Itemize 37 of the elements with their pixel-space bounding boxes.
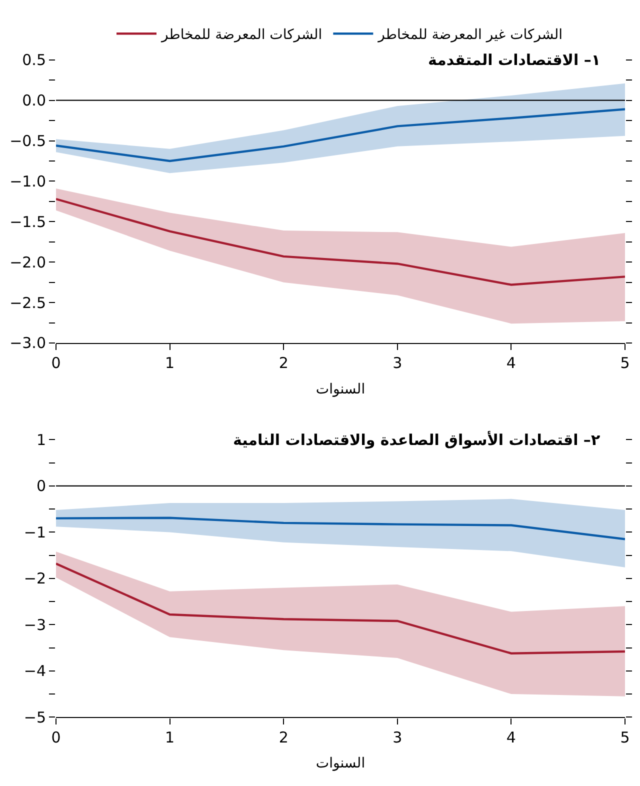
x-tick-label: 0 bbox=[51, 728, 61, 746]
x-tick-label: 3 bbox=[392, 354, 402, 372]
chart-title: ٢– اقتصادات الأسواق الصاعدة والاقتصادات النامية bbox=[233, 430, 600, 449]
x-tick-label: 1 bbox=[165, 354, 175, 372]
legend-label: الشركات غير المعرضة للمخاطر bbox=[377, 27, 563, 44]
y-tick-label: −4 bbox=[24, 662, 46, 680]
y-tick-label: −3.0 bbox=[10, 334, 46, 352]
x-tick-label: 1 bbox=[165, 728, 175, 746]
x-tick-label: 2 bbox=[278, 728, 288, 746]
y-tick-label: 0.0 bbox=[22, 92, 46, 110]
x-tick-label: 5 bbox=[620, 728, 630, 746]
line-series bbox=[56, 198, 625, 286]
x-tick-label: 4 bbox=[506, 728, 516, 746]
line-series bbox=[56, 562, 625, 654]
y-tick-label: 0 bbox=[36, 477, 46, 496]
y-tick-label: −2.0 bbox=[10, 253, 46, 272]
y-tick-label: −1.5 bbox=[10, 212, 46, 231]
y-tick-label: −1.0 bbox=[10, 172, 46, 190]
y-tick-label: 0.5 bbox=[22, 51, 46, 70]
y-tick-label: −0.5 bbox=[10, 132, 46, 150]
x-tick-label: 0 bbox=[51, 354, 61, 372]
x-axis-title: السنوات bbox=[316, 381, 366, 398]
chart-title: ١– الاقتصادات المتقدمة bbox=[428, 51, 600, 69]
x-tick-label: 5 bbox=[620, 354, 630, 372]
y-tick-label: −2 bbox=[24, 570, 46, 588]
line-series bbox=[56, 516, 625, 540]
y-tick-label: 1 bbox=[36, 430, 46, 449]
y-tick-label: −2.5 bbox=[10, 294, 46, 312]
x-tick-label: 4 bbox=[506, 354, 516, 372]
legend-label: الشركات المعرضة للمخاطر bbox=[160, 27, 322, 44]
y-tick-label: −3 bbox=[24, 616, 46, 634]
x-tick-label: 3 bbox=[392, 728, 402, 746]
y-tick-label: −1 bbox=[24, 523, 46, 542]
line-series bbox=[56, 108, 625, 162]
y-tick-label: −5 bbox=[24, 708, 46, 726]
x-tick-label: 2 bbox=[278, 354, 288, 372]
x-axis-title: السنوات bbox=[316, 756, 366, 772]
